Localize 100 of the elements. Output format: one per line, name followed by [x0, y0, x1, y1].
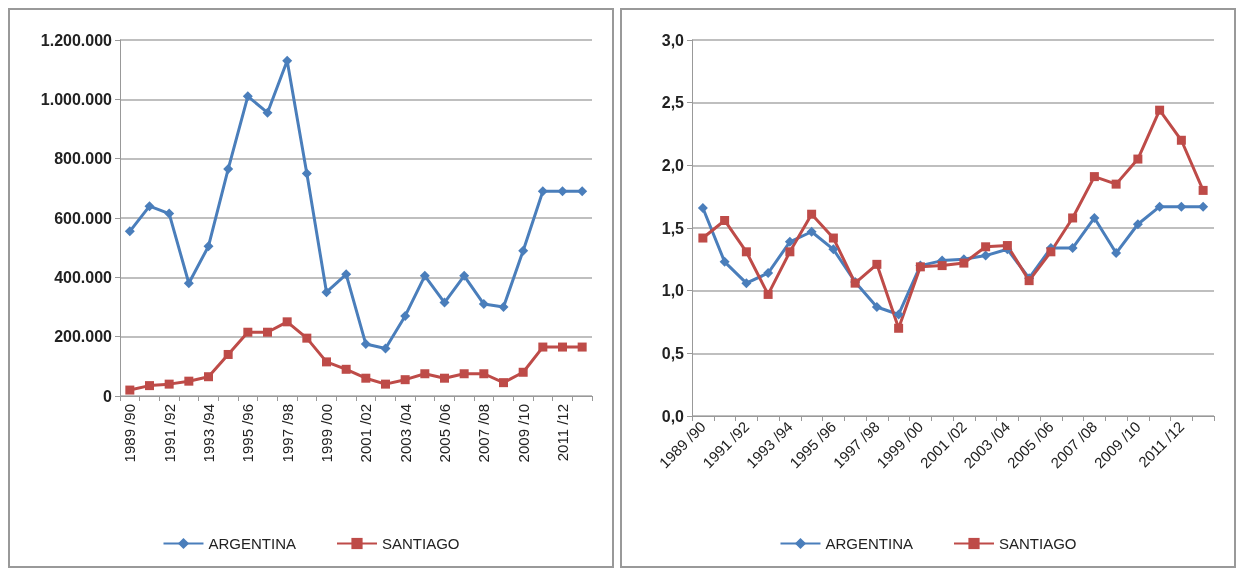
point: [806, 226, 817, 237]
point: [828, 233, 838, 243]
y-tick-label: 1,0: [661, 282, 685, 300]
point: [498, 302, 509, 312]
point: [1111, 248, 1122, 259]
y-tick-label: 3,0: [661, 31, 685, 49]
x-tick-label: 1993 /94: [200, 404, 217, 463]
point: [262, 107, 273, 118]
point: [1155, 105, 1165, 115]
point: [419, 270, 430, 281]
x-tick-label: 1999 /00: [318, 404, 335, 463]
y-tick-label: 800.000: [54, 150, 113, 168]
y-tick-label: 0,0: [661, 407, 685, 425]
point: [321, 287, 332, 298]
point: [459, 369, 469, 379]
point: [164, 379, 174, 389]
point: [577, 342, 587, 352]
point: [1089, 172, 1099, 182]
point: [420, 369, 430, 379]
y-tick-label: 0: [103, 387, 113, 405]
point: [871, 301, 882, 312]
point: [981, 242, 991, 252]
legend-label: ARGENTINA: [825, 535, 913, 552]
point: [741, 247, 751, 257]
x-tick-label: 2001 /02: [357, 404, 375, 463]
point: [959, 258, 969, 268]
point: [1176, 201, 1187, 212]
point: [1198, 201, 1209, 212]
point: [1176, 135, 1186, 145]
point: [183, 278, 194, 289]
point: [242, 91, 253, 102]
point: [1002, 241, 1012, 251]
x-tick-label: 1995 /96: [239, 404, 257, 463]
y-tick-label: 600.000: [54, 209, 113, 227]
point: [893, 309, 904, 320]
point: [763, 289, 773, 299]
point: [223, 349, 233, 359]
point: [282, 317, 292, 327]
point: [360, 339, 371, 350]
point: [145, 381, 154, 391]
point: [361, 373, 371, 383]
x-tick-label: 2011 /12: [554, 404, 571, 462]
point: [807, 209, 817, 219]
y-tick-label: 1.000.000: [40, 90, 113, 108]
y-tick-label: 400.000: [54, 268, 113, 286]
point: [440, 373, 449, 383]
point: [1154, 201, 1165, 212]
point: [980, 250, 991, 261]
x-tick-label: 2007 /08: [475, 404, 493, 463]
point: [1067, 243, 1078, 254]
point: [243, 327, 253, 337]
point: [1089, 212, 1100, 223]
x-tick-label: 2003 /04: [396, 404, 414, 463]
point: [380, 343, 391, 354]
point: [785, 247, 795, 257]
point: [499, 378, 508, 388]
point: [720, 215, 730, 225]
y-tick-label: 2,0: [661, 156, 685, 174]
x-tick-label: 1991 /92: [160, 404, 178, 463]
point: [741, 278, 752, 289]
point: [459, 270, 470, 281]
y-tick-label: 1,5: [661, 219, 685, 237]
point: [577, 186, 588, 197]
point: [478, 299, 489, 310]
point: [400, 375, 410, 385]
point: [223, 164, 234, 175]
x-tick-label: 2005 /06: [436, 404, 453, 463]
point: [341, 364, 351, 374]
legend-label: ARGENTINA: [208, 535, 296, 552]
point: [1111, 179, 1121, 189]
point: [894, 323, 904, 333]
x-tick-label: 1997 /98: [278, 404, 296, 463]
point: [302, 333, 312, 343]
point: [698, 233, 708, 243]
point: [479, 369, 489, 379]
point: [381, 379, 390, 389]
point: [124, 226, 135, 237]
legend-label: SANTIAGO: [382, 535, 460, 552]
point: [763, 268, 774, 279]
point: [784, 236, 795, 247]
point: [828, 244, 839, 255]
point: [263, 327, 272, 337]
point: [558, 342, 567, 352]
point: [184, 376, 194, 386]
point: [937, 261, 947, 271]
point: [203, 241, 214, 252]
point: [144, 201, 155, 212]
point: [1132, 219, 1143, 230]
x-tick-label: 1989 /90: [121, 404, 139, 463]
point: [439, 297, 450, 308]
y-tick-label: 2,5: [661, 94, 685, 112]
point: [1046, 247, 1056, 257]
point: [872, 259, 882, 269]
point: [164, 208, 175, 219]
point: [125, 385, 135, 395]
point: [322, 357, 331, 367]
point: [341, 269, 352, 280]
x-tick-label: 2009 /10: [514, 404, 532, 463]
y-tick-label: 1.200.000: [40, 31, 113, 49]
y-tick-label: 200.000: [54, 328, 113, 346]
